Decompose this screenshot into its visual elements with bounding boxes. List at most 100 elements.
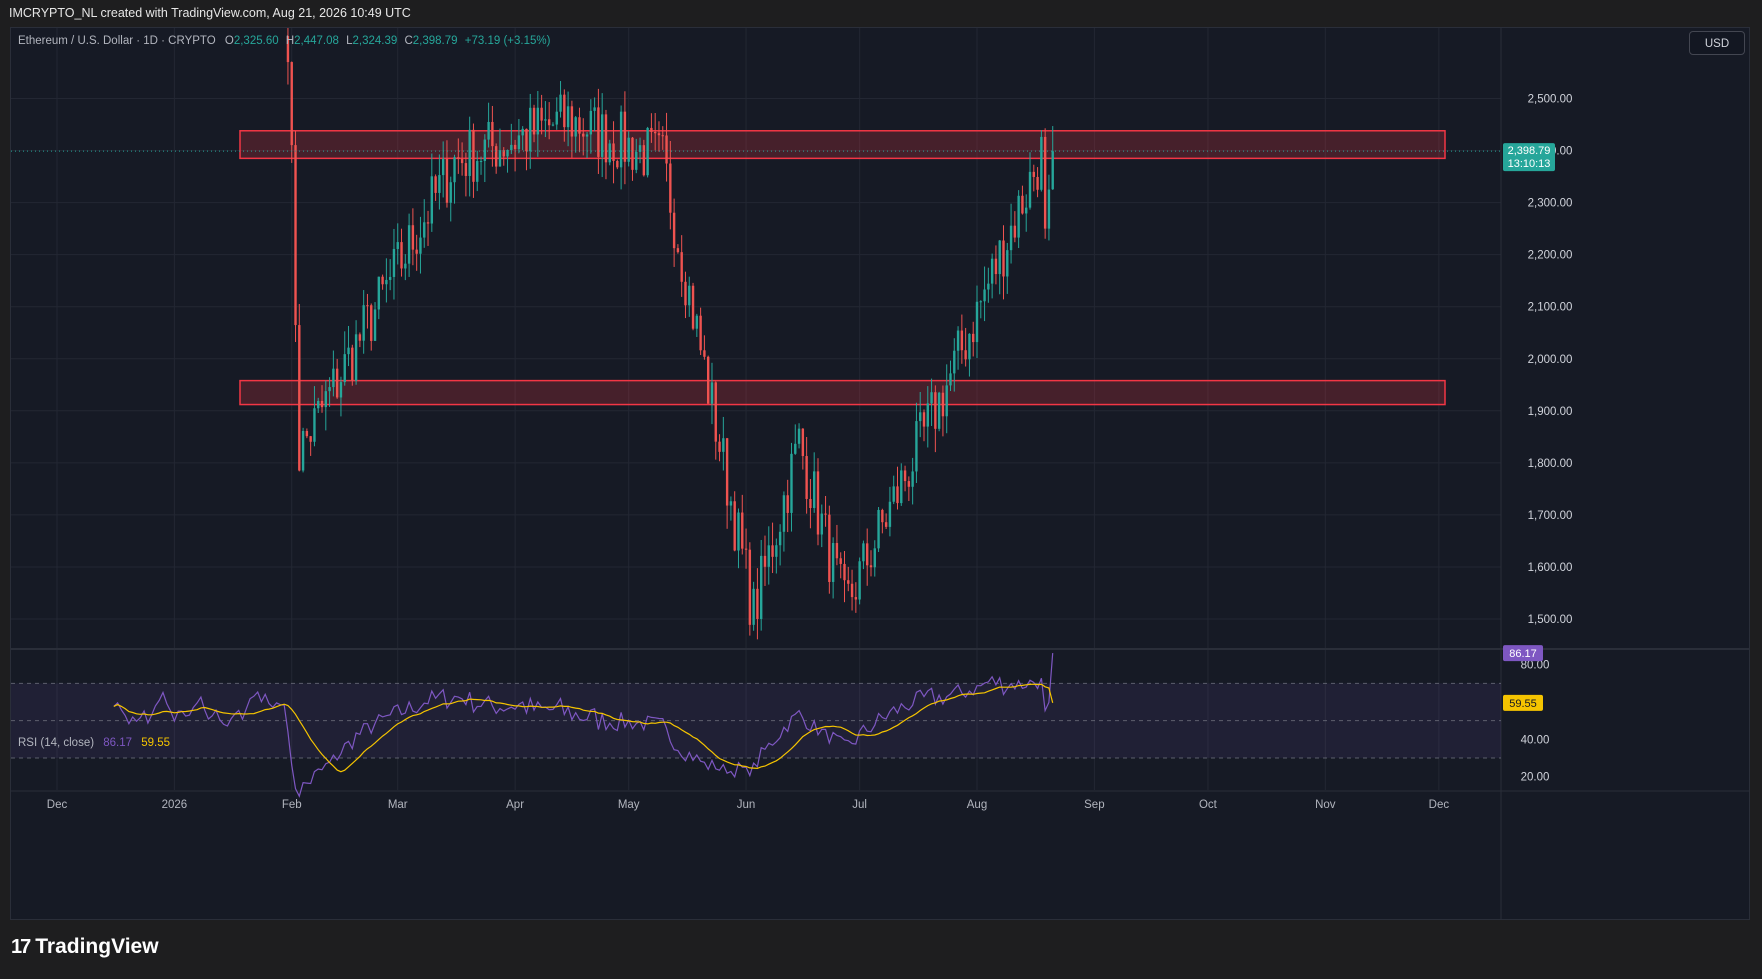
candle-body xyxy=(487,121,490,140)
candle-body xyxy=(1025,207,1028,214)
candle-body xyxy=(650,127,653,132)
time-axis-label: Oct xyxy=(1199,799,1218,811)
candle-body xyxy=(593,107,596,111)
last-price-text: 2,398.79 xyxy=(1508,145,1551,157)
candle-body xyxy=(532,107,536,135)
candle-body xyxy=(733,501,736,551)
candle-body xyxy=(907,481,911,487)
candle-body xyxy=(919,412,922,422)
candle-body xyxy=(869,565,873,568)
candle-body xyxy=(881,509,884,523)
rsi-value-tag-text: 86.17 xyxy=(1509,648,1537,660)
candle-body xyxy=(570,106,574,137)
candle-body xyxy=(669,163,672,213)
candle-body xyxy=(998,240,1001,275)
candle-body xyxy=(956,330,960,351)
rsi-value: 86.17 xyxy=(103,737,133,749)
candle-body xyxy=(491,121,494,147)
time-axis-label: Aug xyxy=(967,799,987,811)
candle-body xyxy=(309,436,312,442)
candle-body xyxy=(286,36,290,63)
candle-body xyxy=(937,392,941,429)
candle-body xyxy=(441,158,445,176)
candle-body xyxy=(828,514,831,582)
candle-body xyxy=(434,176,437,193)
candle-body xyxy=(1028,171,1032,208)
candle-body xyxy=(536,107,540,135)
candle-body xyxy=(653,131,657,134)
candle-body xyxy=(608,143,611,163)
zones-layer xyxy=(239,130,1446,406)
candle-body xyxy=(831,543,835,582)
candle-body xyxy=(320,400,324,408)
candle-body xyxy=(377,276,381,310)
candle-body xyxy=(1036,176,1039,190)
candle-body xyxy=(695,315,699,329)
symbol-name: Ethereum / U.S. Dollar · 1D · CRYPTO xyxy=(18,35,216,47)
candle-body xyxy=(612,143,615,161)
chart-svg[interactable]: Dec 2026 Feb Mar Apr May Jun Jul Aug Sep Oct Nov Dec… xyxy=(11,28,1749,919)
candle-body xyxy=(759,555,763,619)
candle-body xyxy=(559,94,562,112)
candle-body xyxy=(866,543,869,566)
price-axis-label: 2,200.00 xyxy=(1528,250,1573,262)
candle-body xyxy=(385,279,388,285)
candle-body xyxy=(529,107,532,152)
candle-body xyxy=(835,543,839,559)
candle-body xyxy=(688,285,691,306)
rsi-axis-label: 20.00 xyxy=(1521,772,1550,784)
candle-body xyxy=(839,558,842,564)
candle-body xyxy=(623,111,627,162)
candle-body xyxy=(699,315,702,351)
candle-body xyxy=(483,139,487,161)
candle-body xyxy=(502,150,505,157)
candle-body xyxy=(332,368,335,388)
candle-body xyxy=(445,158,449,203)
rsi-axis-label: 40.00 xyxy=(1521,734,1550,746)
candle-body xyxy=(438,175,441,193)
candle-body xyxy=(472,129,475,182)
candle-body xyxy=(411,225,415,250)
candle-body xyxy=(892,486,895,502)
candle-body xyxy=(797,428,801,444)
tradingview-logo-icon: 17 xyxy=(11,935,31,958)
candle-body xyxy=(366,305,369,307)
candle-body xyxy=(691,285,695,329)
candle-body xyxy=(884,522,888,527)
time-axis-label: Dec xyxy=(47,799,68,811)
candle-body xyxy=(582,133,585,137)
candle-body xyxy=(820,513,823,535)
candle-body xyxy=(449,182,452,203)
candle-body xyxy=(585,134,589,137)
candle-body xyxy=(517,135,521,150)
candle-body xyxy=(1021,195,1024,214)
candle-body xyxy=(922,412,926,427)
candle-body xyxy=(294,145,297,326)
candle-body xyxy=(737,512,740,551)
rsi-ma-value: 59.55 xyxy=(141,737,171,749)
candle-body xyxy=(460,159,464,164)
candle-body xyxy=(729,501,733,506)
candle-body xyxy=(926,403,929,427)
price-axis-label: 2,100.00 xyxy=(1528,302,1573,314)
currency-button[interactable]: USD xyxy=(1689,31,1745,55)
countdown-text: 13:10:13 xyxy=(1508,158,1551,170)
chart-area[interactable]: Dec 2026 Feb Mar Apr May Jun Jul Aug Sep Oct Nov Dec… xyxy=(10,27,1750,920)
rsi-ma-tag xyxy=(1503,694,1543,711)
rsi-ma-tag-text: 59.55 xyxy=(1509,698,1537,710)
price-axis-label: 1,500.00 xyxy=(1528,614,1573,626)
candle-body xyxy=(324,391,328,408)
candle-body xyxy=(676,248,680,253)
candle-body xyxy=(616,160,619,168)
brand-name: TradingView xyxy=(35,935,159,958)
candle-body xyxy=(358,334,362,341)
candle-body xyxy=(423,222,426,238)
symbol-legend: Ethereum / U.S. Dollar · 1D · CRYPTO O2,… xyxy=(18,35,550,47)
grid-layer xyxy=(11,28,1749,919)
candle-body xyxy=(941,392,945,417)
low-value: 2,324.39 xyxy=(352,35,398,47)
candle-body xyxy=(370,305,373,341)
candle-body xyxy=(748,549,752,625)
candle-body xyxy=(775,545,778,557)
candle-body xyxy=(782,495,786,532)
